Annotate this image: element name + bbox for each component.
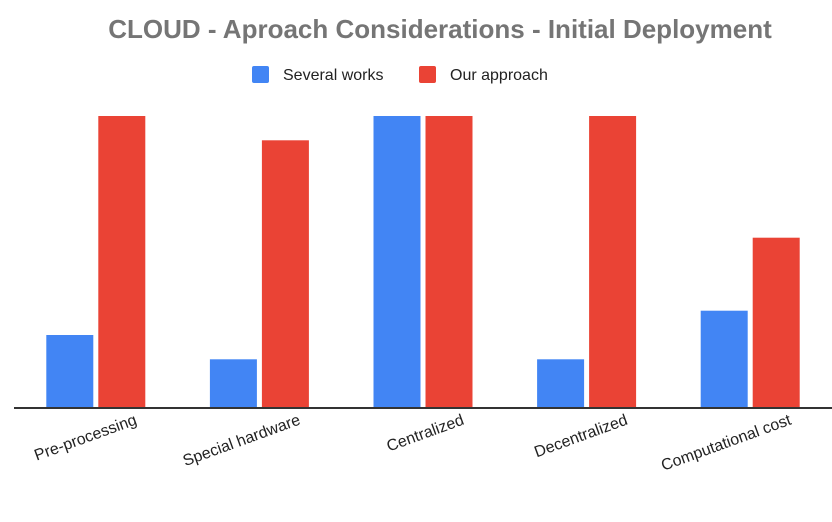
legend-label-several-works: Several works <box>283 67 383 84</box>
bar-our-approach-decentralized <box>589 116 637 408</box>
bar-several-works-centralized <box>373 116 421 408</box>
x-tick-labels: Pre-processing Special hardware Centralize… <box>32 412 794 475</box>
bar-several-works-decentralized <box>537 359 585 408</box>
bar-several-works-computational-cost <box>700 310 748 408</box>
bar-our-approach-centralized <box>425 116 473 408</box>
x-tick-label: Pre-processing <box>32 412 139 465</box>
x-tick-label: Special hardware <box>181 412 303 470</box>
bar-our-approach-pre-processing <box>98 116 146 408</box>
legend-label-our-approach: Our approach <box>450 67 548 84</box>
legend-swatch-our-approach <box>419 66 436 83</box>
bars-group <box>46 116 800 409</box>
legend: Several works Our approach <box>252 66 548 84</box>
bar-our-approach-special-hardware <box>261 140 309 409</box>
bar-our-approach-computational-cost <box>752 237 800 408</box>
x-tick-label: Decentralized <box>532 412 630 461</box>
bar-several-works-pre-processing <box>46 335 94 408</box>
x-tick-label: Computational cost <box>659 412 794 475</box>
x-tick-label: Centralized <box>384 412 466 456</box>
bar-several-works-special-hardware <box>209 359 257 408</box>
legend-swatch-several-works <box>252 66 269 83</box>
chart-title: CLOUD - Aproach Considerations - Initial… <box>108 14 772 44</box>
